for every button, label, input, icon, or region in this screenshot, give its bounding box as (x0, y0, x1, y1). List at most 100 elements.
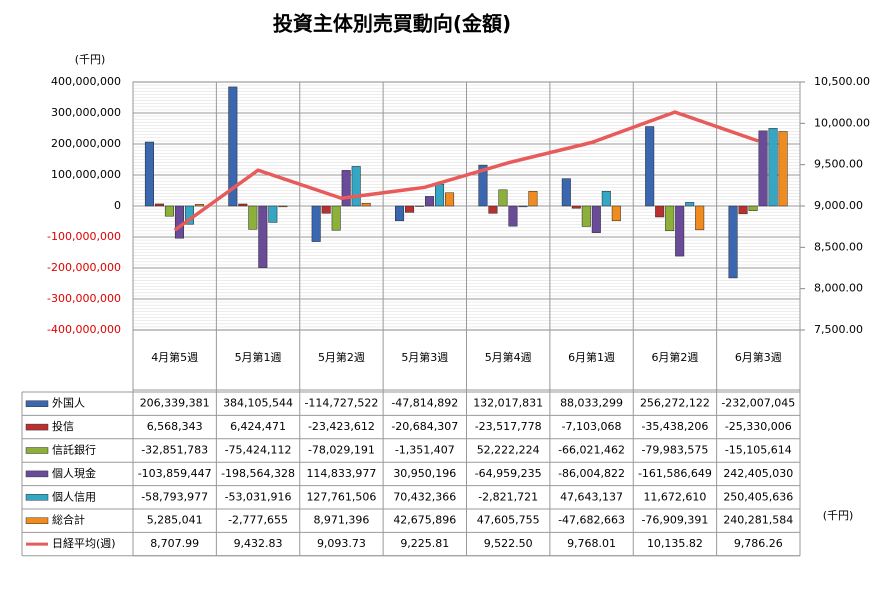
bar (228, 86, 238, 207)
table-cell: -25,330,006 (725, 420, 792, 433)
bar (508, 205, 518, 227)
bar (768, 128, 778, 207)
bar (425, 196, 435, 207)
table-cell: -35,438,206 (641, 420, 708, 433)
bar (498, 189, 508, 207)
table-cell: -66,021,462 (558, 444, 625, 457)
table-cell: 384,105,544 (223, 397, 293, 410)
table-cell: 9,768.01 (567, 537, 616, 550)
table-cell: -79,983,575 (641, 444, 708, 457)
y-tick-label: -300,000,000 (47, 292, 121, 305)
bar (488, 205, 498, 214)
bar (591, 205, 601, 233)
bar (445, 192, 455, 207)
table-cell: -161,586,649 (638, 467, 712, 480)
y-axis-unit: (千円) (75, 53, 106, 66)
bar (278, 205, 288, 208)
y-tick-label: 100,000,000 (51, 168, 121, 181)
bar (194, 204, 204, 207)
bar (685, 202, 695, 207)
line (173, 110, 759, 232)
bar (738, 205, 748, 215)
table-cell: 70,432,366 (393, 490, 456, 503)
x-tick-label: 6月第2週 (651, 350, 698, 364)
table-cell: -1,351,407 (395, 444, 455, 457)
bar (645, 126, 655, 207)
bar (478, 164, 488, 207)
table-cell: -23,517,778 (475, 420, 542, 433)
table-cell: -198,564,328 (221, 467, 295, 480)
table-cell: 242,405,030 (723, 467, 793, 480)
table-cell: 132,017,831 (473, 397, 543, 410)
table-cell: 9,432.83 (234, 537, 283, 550)
table-cell: -15,105,614 (725, 444, 792, 457)
legend-label: 日経平均(週) (52, 537, 116, 550)
table-cell: -2,821,721 (478, 490, 538, 503)
table-cell: -32,851,783 (141, 444, 208, 457)
legend-swatch (25, 494, 49, 501)
table-cell: -47,682,663 (558, 514, 625, 527)
bar (435, 183, 445, 207)
bar (778, 131, 788, 207)
y2-tick-label: 8,500.00 (814, 240, 863, 253)
bar (405, 205, 415, 213)
table-cell: -47,814,892 (391, 397, 458, 410)
legend-label: 外国人 (52, 397, 85, 410)
bar (695, 205, 705, 231)
table-cell: 47,605,755 (477, 514, 540, 527)
bar (144, 141, 154, 207)
table-cell: 9,225.81 (400, 537, 449, 550)
table-cell: -53,031,916 (225, 490, 292, 503)
table-cell: 256,272,122 (640, 397, 710, 410)
table-cell: 9,522.50 (484, 537, 533, 550)
table-cell: 10,135.82 (647, 537, 703, 550)
bar (341, 170, 351, 207)
bar (248, 205, 258, 230)
bar (675, 205, 685, 257)
bar (321, 205, 331, 214)
table-cell: -20,684,307 (391, 420, 458, 433)
bar (581, 205, 591, 227)
table-cell: -103,859,447 (138, 467, 212, 480)
table-cell: -23,423,612 (308, 420, 375, 433)
bar (571, 205, 581, 209)
x-tick-label: 5月第3週 (401, 350, 448, 364)
bar (611, 205, 621, 222)
bar (331, 205, 341, 231)
table-cell: 47,643,137 (560, 490, 623, 503)
table-cell: 8,707.99 (150, 537, 199, 550)
y-tick-label: 200,000,000 (51, 137, 121, 150)
legend-label: 個人信用 (52, 490, 96, 503)
x-tick-label: 6月第1週 (568, 350, 615, 364)
table-cell: 250,405,636 (723, 490, 793, 503)
y2-tick-label: 10,500.00 (814, 75, 870, 88)
chart-title: 投資主体別売買動向(金額) (273, 12, 511, 36)
bar (164, 205, 174, 217)
bar (601, 190, 611, 207)
x-tick-label: 5月第2週 (318, 350, 365, 364)
bar (395, 205, 405, 222)
bar (238, 203, 248, 207)
y-tick-label: 0 (114, 199, 121, 212)
table-cell: -58,793,977 (141, 490, 208, 503)
table-cell: -86,004,822 (558, 467, 625, 480)
table-cell: -7,103,068 (562, 420, 622, 433)
table-cell: 127,761,506 (306, 490, 376, 503)
table-cell: -232,007,045 (721, 397, 795, 410)
table-cell: 240,281,584 (723, 514, 793, 527)
table-cell: -78,029,191 (308, 444, 375, 457)
legend-swatch (25, 423, 49, 431)
bar (154, 203, 164, 207)
bar (361, 202, 371, 207)
x-tick-label: 5月第4週 (485, 350, 532, 364)
table-cell: 11,672,610 (643, 490, 706, 503)
table-cell: -64,959,235 (475, 467, 542, 480)
y-tick-label: -200,000,000 (47, 261, 121, 274)
table-cell: -114,727,522 (304, 397, 378, 410)
y-tick-label: -400,000,000 (47, 323, 121, 336)
bar (655, 205, 665, 218)
table-cell: 8,971,396 (313, 514, 369, 527)
y2-tick-label: 9,500.00 (814, 158, 863, 171)
table-cell: 88,033,299 (560, 397, 623, 410)
y-tick-label: -100,000,000 (47, 230, 121, 243)
